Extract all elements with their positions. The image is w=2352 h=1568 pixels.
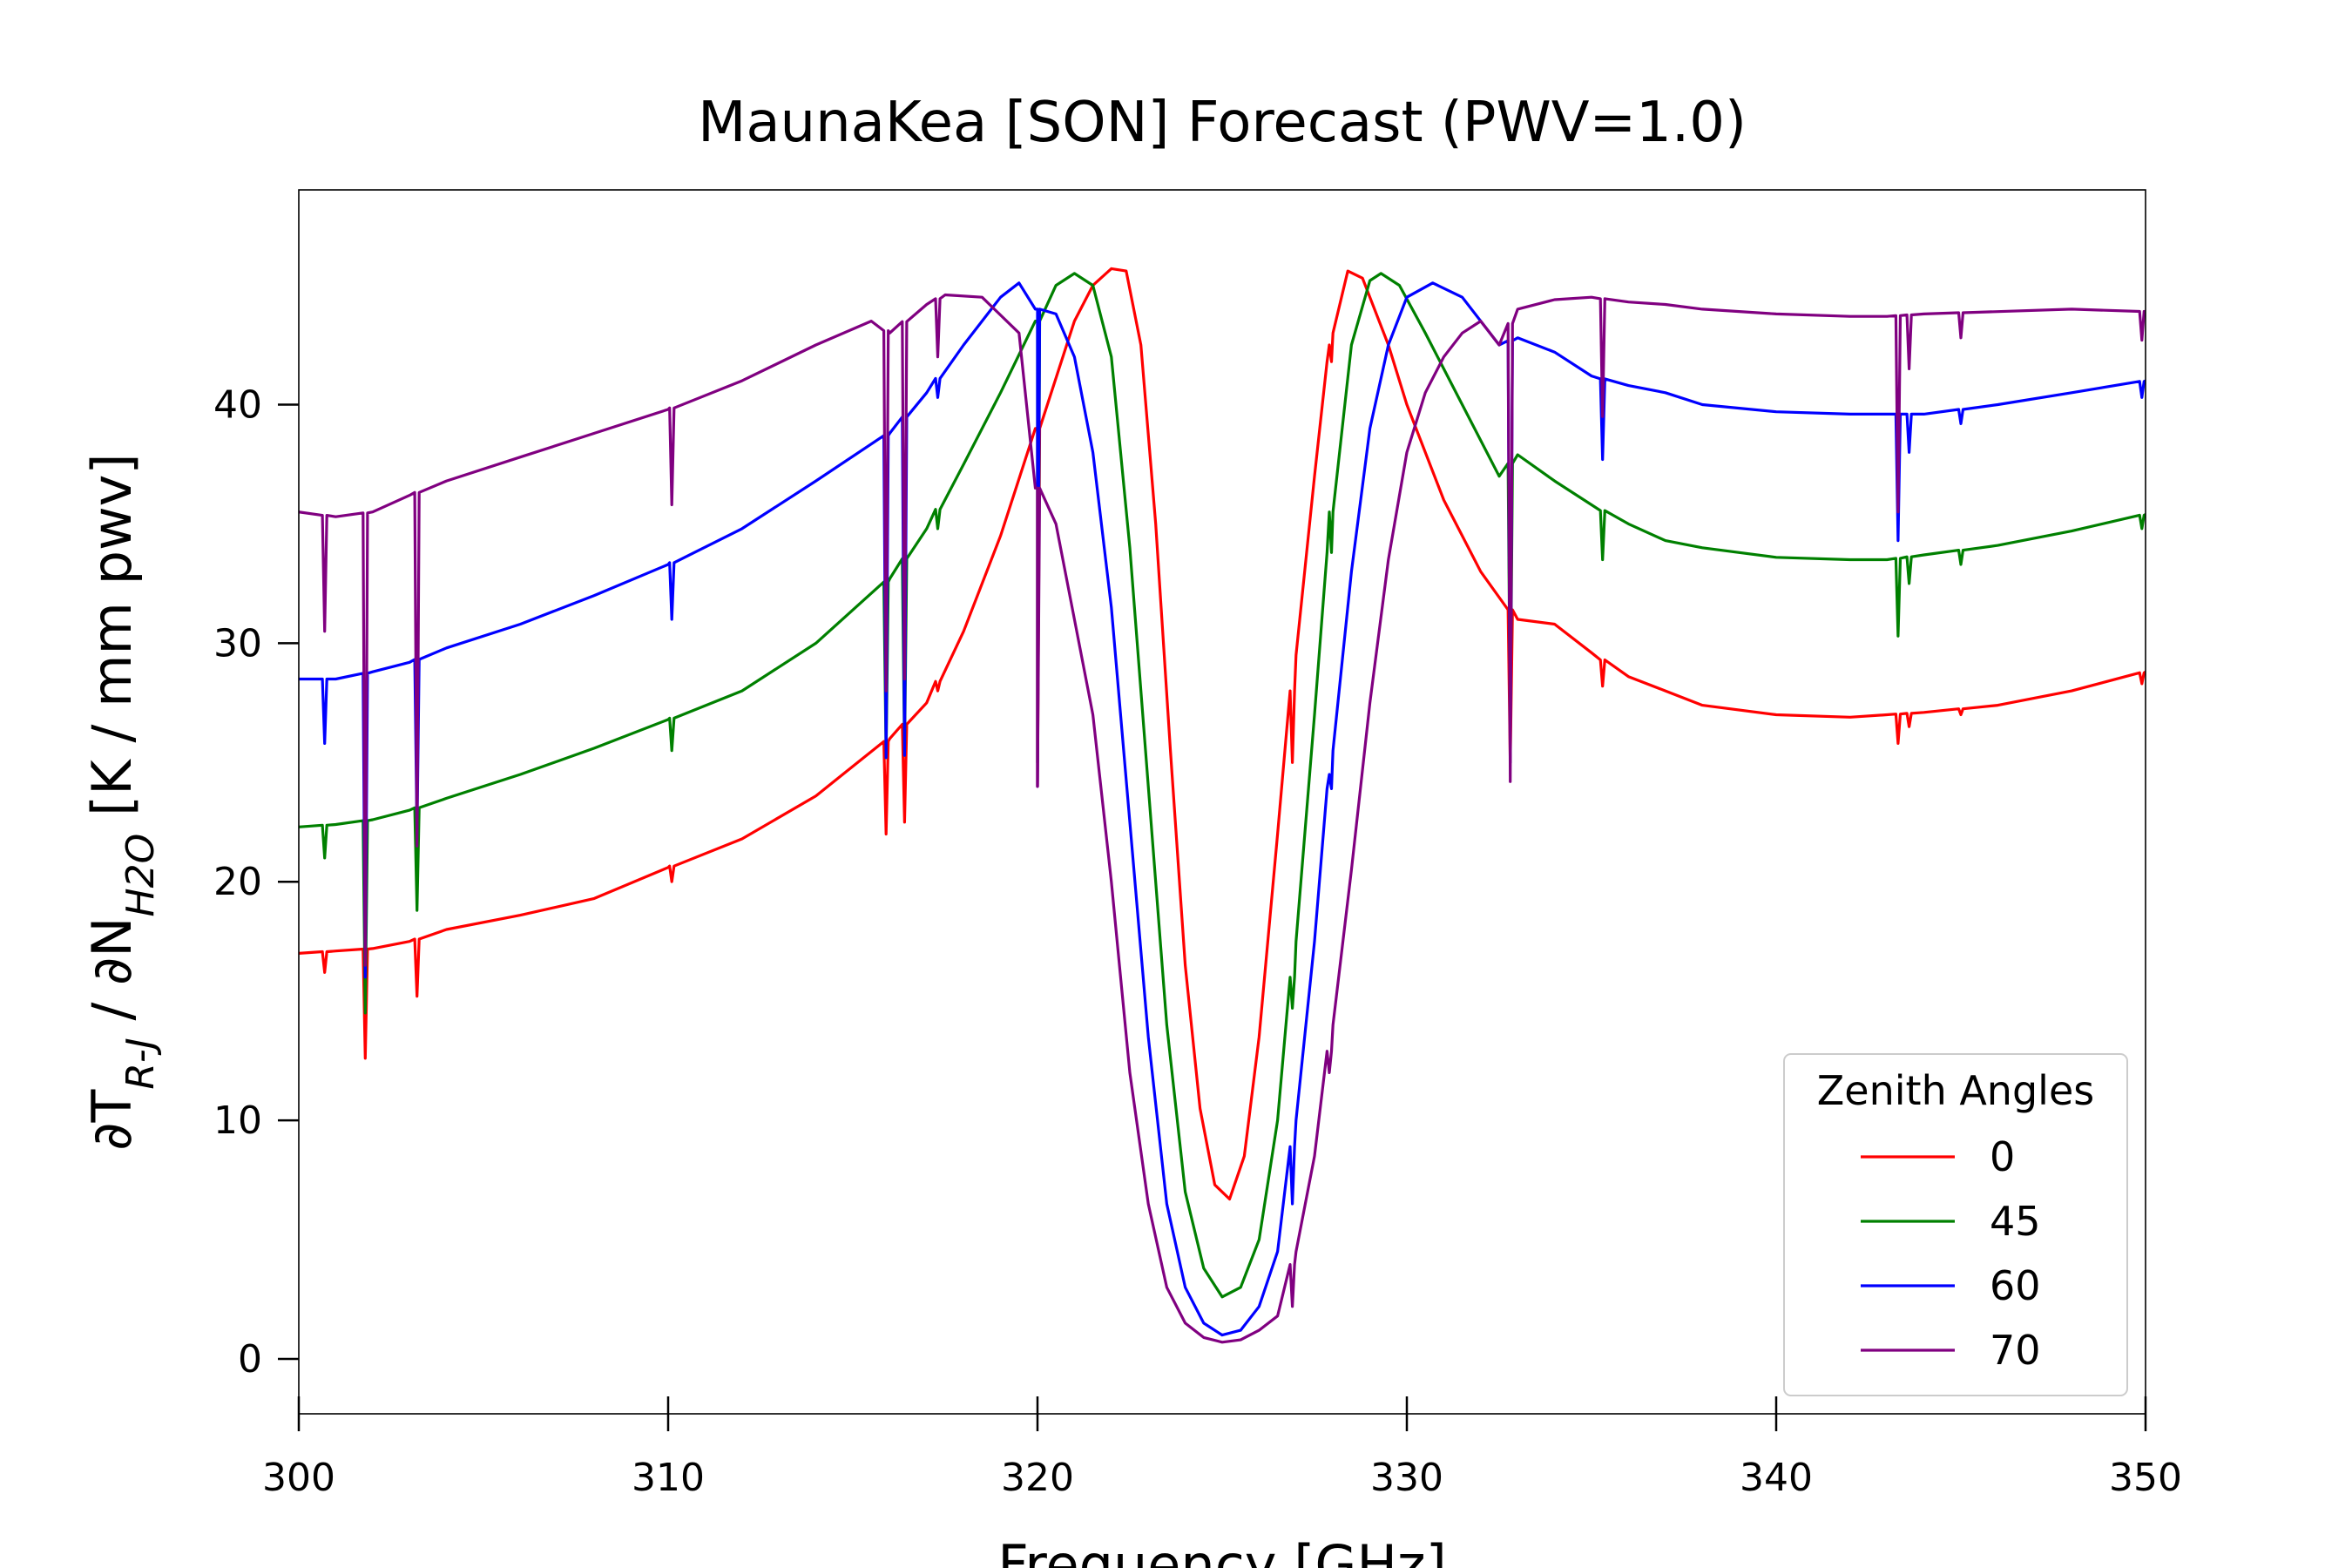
legend: Zenith Angles 0 45 60 70 [1783,1053,2128,1396]
series-layer [299,267,2146,1344]
y-tick-label: 40 [213,382,262,427]
x-tick-label: 330 [1370,1456,1443,1500]
series-line-0 [299,267,2146,1201]
x-tick-label: 310 [632,1456,705,1500]
legend-box [1783,1053,2128,1396]
x-axis-label: Frequency [GHz] [997,1533,1447,1568]
y-axis: 0 10 20 30 40 [213,382,299,1382]
x-axis: 300 310 320 330 340 350 [262,1396,2182,1500]
chart-title: MaunaKea [SON] Forecast (PWV=1.0) [698,91,1747,155]
y-tick-label: 30 [213,621,262,666]
y-tick-label: 10 [213,1098,262,1143]
y-tick-label: 0 [238,1337,262,1382]
legend-label-0: 0 [1990,1133,2015,1180]
y-axis-label: ∂TR-J / ∂NH2O [K / mm pwv] [80,453,163,1150]
y-tick-label: 20 [213,860,262,904]
x-tick-label: 340 [1740,1456,1813,1500]
series-line-70 [299,293,2146,1344]
legend-label-60: 60 [1990,1262,2041,1309]
series-line-60 [299,281,2146,1337]
legend-label-45: 45 [1990,1198,2041,1245]
legend-title: Zenith Angles [1817,1067,2094,1114]
legend-label-70: 70 [1990,1327,2041,1374]
series-line-45 [299,272,2146,1299]
x-tick-label: 350 [2109,1456,2182,1500]
plot-area-frame [298,189,2146,1415]
x-tick-label: 320 [1001,1456,1074,1500]
x-tick-label: 300 [262,1456,335,1500]
